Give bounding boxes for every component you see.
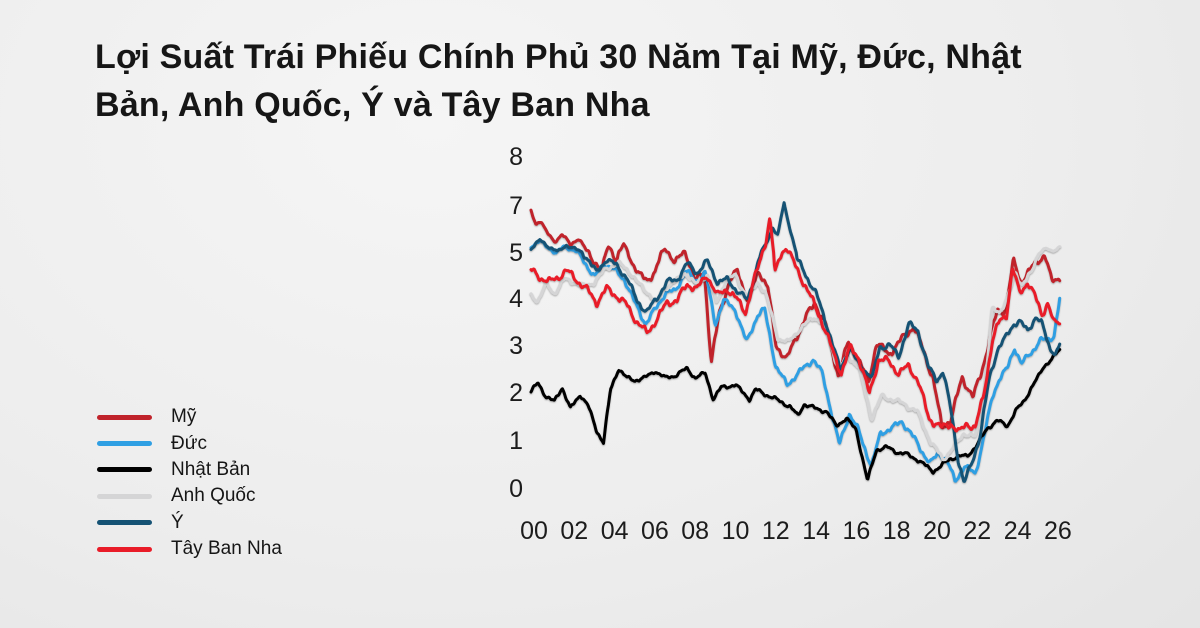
chart-title-line1: Lợi Suất Trái Phiếu Chính Phủ 30 Năm Tại… (95, 38, 1022, 76)
y-axis: 8 7 5 4 3 2 1 0 (509, 143, 523, 503)
y-axis-tick: 8 (509, 143, 523, 171)
x-axis-tick: 18 (883, 517, 911, 545)
x-axis-tick: 16 (842, 517, 870, 545)
legend-item: Ý (97, 510, 282, 536)
x-axis-tick: 20 (923, 517, 951, 545)
x-axis-tick: 24 (1004, 517, 1032, 545)
x-axis-tick: 08 (681, 517, 709, 545)
x-axis-tick: 14 (802, 517, 830, 545)
legend-swatch (97, 414, 152, 420)
legend-swatch (97, 493, 152, 499)
x-axis-tick: 02 (560, 517, 588, 545)
x-axis-tick: 12 (762, 517, 790, 545)
legend-swatch (97, 546, 152, 552)
x-axis-tick: 00 (520, 517, 548, 545)
series-line (529, 239, 1062, 483)
legend-item: Tây Ban Nha (97, 536, 282, 562)
legend-item: Nhật Bản (97, 457, 282, 483)
y-axis-tick: 0 (509, 475, 523, 503)
y-axis-tick: 4 (509, 285, 523, 313)
series-line (529, 245, 1062, 462)
chart-title: Lợi Suất Trái Phiếu Chính Phủ 30 Năm Tại… (95, 33, 1115, 129)
legend-item: Đức (97, 430, 282, 456)
x-axis-tick: 10 (722, 517, 750, 545)
legend-swatch (97, 441, 152, 447)
series-line (529, 217, 1062, 433)
x-axis: 00 02 04 06 08 10 12 14 16 18 20 22 24 26 (520, 517, 1072, 545)
legend-swatch (97, 520, 152, 526)
x-axis-tick: 26 (1044, 517, 1072, 545)
x-axis-tick: 04 (601, 517, 629, 545)
legend: Mỹ Đức Nhật Bản Anh Quốc Ý Tây Ban Nha (97, 404, 282, 562)
legend-item: Anh Quốc (97, 483, 282, 509)
series-line (529, 201, 1062, 483)
y-axis-tick: 3 (509, 332, 523, 360)
legend-label: Ý (171, 511, 184, 533)
y-axis-tick: 1 (509, 427, 523, 455)
legend-swatch (97, 467, 152, 473)
legend-label: Nhật Bản (171, 458, 251, 480)
legend-label: Đức (171, 432, 207, 454)
legend-label: Anh Quốc (171, 485, 256, 507)
chart-title-line2: Bản, Anh Quốc, Ý và Tây Ban Nha (95, 86, 650, 124)
x-axis-tick: 22 (963, 517, 991, 545)
x-axis-tick: 06 (641, 517, 669, 545)
y-axis-tick: 7 (509, 192, 523, 220)
y-axis-tick: 5 (509, 239, 523, 267)
legend-item: Mỹ (97, 404, 282, 430)
series-lines (529, 201, 1062, 483)
y-axis-tick: 2 (509, 379, 523, 407)
legend-label: Tây Ban Nha (171, 538, 282, 560)
series-line (529, 208, 1062, 430)
legend-label: Mỹ (171, 406, 197, 428)
series-line (529, 348, 1062, 481)
